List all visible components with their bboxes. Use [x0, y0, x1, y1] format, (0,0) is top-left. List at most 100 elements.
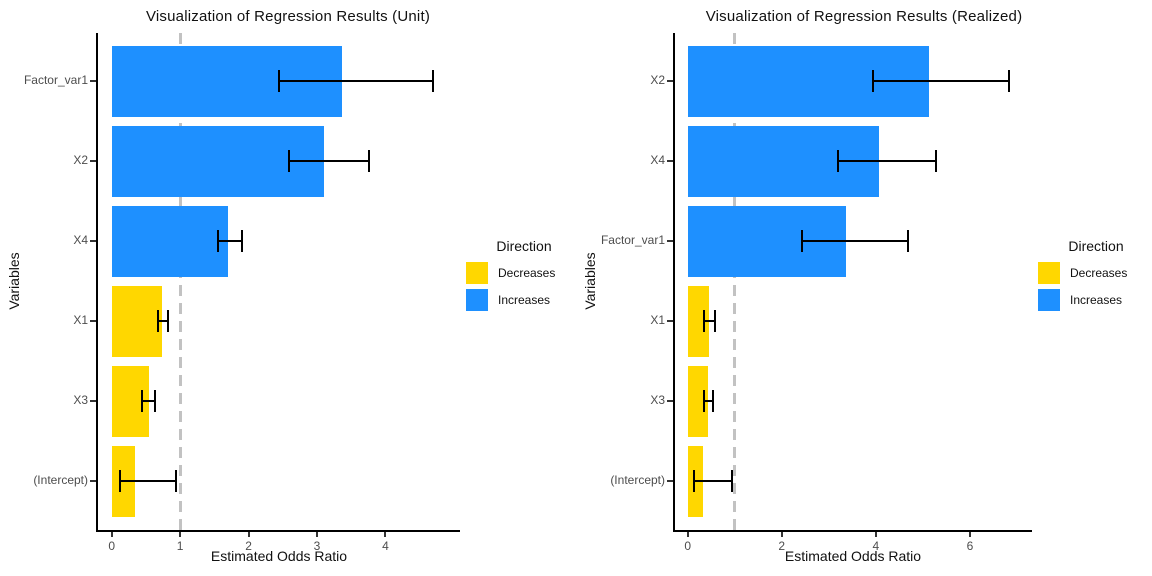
y-axis-line [96, 33, 98, 532]
error-bar-cap-high [153, 390, 156, 412]
error-bar-cap-low [216, 230, 219, 252]
error-bar-cap-high [713, 310, 716, 332]
error-bar-cap-high [711, 390, 714, 412]
y-tick-mark [667, 160, 673, 162]
error-bar-X4 [217, 240, 242, 242]
y-tick-mark [90, 400, 96, 402]
error-bar-cap-low [836, 150, 839, 172]
y-tick-label-X3: X3 [650, 393, 665, 407]
chart-title-unit: Visualization of Regression Results (Uni… [145, 8, 431, 25]
error-bar-cap-low [801, 230, 804, 252]
error-bar-Factor_var1 [278, 80, 433, 82]
error-bar-cap-high [367, 150, 370, 172]
error-bar-cap-high [935, 150, 938, 172]
error-bar-cap-high [1007, 70, 1010, 92]
legend-item-label: Increases [498, 293, 551, 307]
error-bar-cap-low [157, 310, 160, 332]
error-bar-cap-low [692, 470, 695, 492]
error-bar-X2 [873, 80, 1009, 82]
x-tick-mark [179, 532, 182, 537]
y-tick-label-X2: X2 [73, 153, 88, 167]
legend-item-decreases: Decreases [466, 262, 582, 284]
legend-key-decreases-swatch [466, 262, 488, 284]
error-bar-X1 [158, 320, 168, 322]
y-tick-label-X4: X4 [73, 233, 88, 247]
x-tick-mark [968, 532, 971, 537]
error-bar-X3 [703, 400, 713, 402]
y-tick-mark [90, 80, 96, 82]
x-tick-label: 4 [872, 539, 880, 553]
x-axis-label-realized: Estimated Odds Ratio [784, 548, 922, 564]
error-bar-X3 [142, 400, 155, 402]
error-bar-cap-low [118, 470, 121, 492]
x-tick-label: 1 [176, 539, 184, 553]
y-tick-label-X4: X4 [650, 153, 665, 167]
plot-panel-realized: X2 X4 Factor_var1 X1 X3 (Intercept) 0 2 4 6 [601, 33, 1032, 553]
legend-key-decreases-swatch [1038, 262, 1060, 284]
x-tick-label: 6 [966, 539, 974, 553]
x-tick-label: 2 [778, 539, 786, 553]
reference-line-or-1 [733, 33, 737, 530]
error-bar-cap-high [730, 470, 733, 492]
x-tick-mark [384, 532, 387, 537]
x-tick-label: 4 [382, 539, 389, 553]
legend-item-decreases: Decreases [1038, 262, 1152, 284]
plot-panel-unit: Factor_var1 X2 X4 X1 X3 (Intercept) 0 1 2 3 4 [24, 33, 460, 553]
legend-title: Direction [1068, 238, 1124, 254]
x-tick-mark [780, 532, 783, 537]
error-bar-cap-high [431, 70, 434, 92]
bar-X3 [687, 365, 708, 437]
reference-line-or-1 [178, 33, 182, 530]
legend-direction-realized: Direction Decreases Increases [1038, 238, 1152, 316]
error-bar-cap-high [166, 310, 169, 332]
legend-item-label: Decreases [498, 266, 556, 280]
x-tick-label: 0 [108, 539, 116, 553]
x-tick-mark [874, 532, 877, 537]
y-axis-label-unit: Variables [6, 252, 22, 310]
error-bar-X4 [837, 160, 937, 162]
y-tick-mark [667, 320, 673, 322]
legend-direction-unit: Direction Decreases Increases [466, 238, 582, 316]
y-tick-label-X1: X1 [650, 313, 665, 327]
chart-title-realized: Visualization of Regression Results (Rea… [705, 8, 1023, 25]
error-bar-cap-high [175, 470, 177, 492]
x-tick-label: 0 [684, 539, 692, 553]
error-bar-cap-low [287, 150, 290, 172]
legend-item-increases: Increases [466, 289, 582, 311]
y-tick-mark [90, 320, 96, 322]
error-bar-cap-low [872, 70, 875, 92]
y-tick-label-(Intercept): (Intercept) [33, 473, 88, 487]
error-bar-cap-low [703, 310, 706, 332]
x-tick-mark [315, 532, 318, 537]
x-tick-label: 2 [245, 539, 252, 553]
legend-item-label: Increases [1070, 293, 1123, 307]
error-bar-cap-low [277, 70, 280, 92]
y-tick-mark [90, 160, 96, 162]
legend-key-increases-swatch [1038, 289, 1060, 311]
error-bar-cap-low [702, 390, 705, 412]
y-tick-mark [667, 240, 673, 242]
y-tick-mark [90, 480, 96, 482]
error-bar-cap-high [907, 230, 910, 252]
error-bar-(Intercept) [119, 480, 176, 482]
x-tick-mark [110, 532, 113, 537]
y-tick-mark [667, 400, 673, 402]
y-tick-label-X3: X3 [73, 393, 88, 407]
y-tick-mark [667, 80, 673, 82]
x-axis-label-unit: Estimated Odds Ratio [210, 548, 348, 564]
y-tick-mark [667, 480, 673, 482]
bar-X4 [111, 205, 228, 277]
y-tick-label-Factor_var1: Factor_var1 [600, 233, 665, 247]
x-axis-line [96, 530, 460, 532]
legend-item-label: Decreases [1070, 266, 1128, 280]
error-bar-Factor_var1 [802, 240, 909, 242]
error-bar-cap-high [240, 230, 243, 252]
x-axis-line [673, 530, 1032, 532]
bar-X1 [111, 285, 162, 357]
y-axis-label-realized: Variables [582, 252, 598, 310]
error-bar-X2 [288, 160, 369, 162]
x-tick-mark [247, 532, 250, 537]
y-tick-label-X1: X1 [73, 313, 88, 327]
y-axis-line [673, 33, 675, 532]
y-tick-label-X2: X2 [650, 73, 665, 87]
